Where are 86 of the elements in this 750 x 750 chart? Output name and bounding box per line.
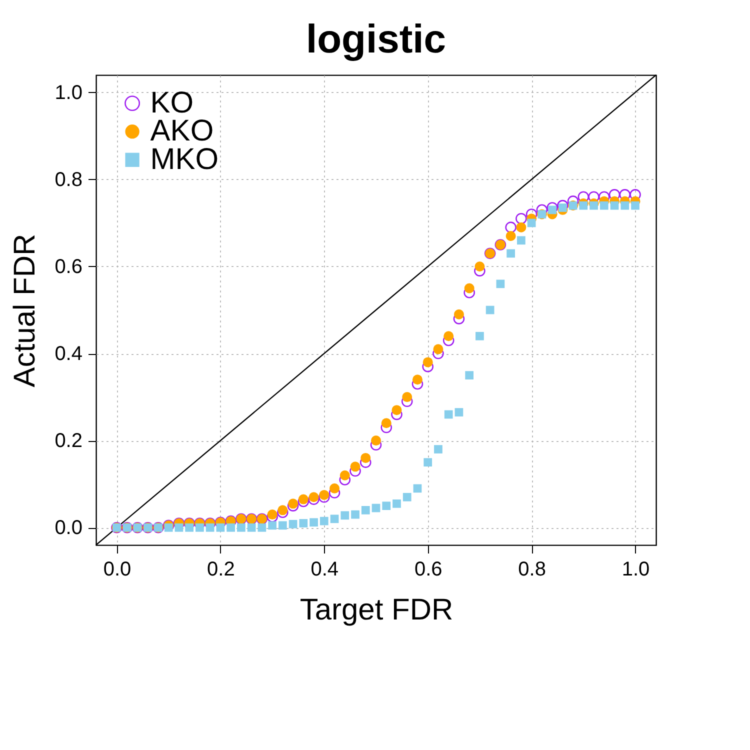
point [164, 523, 173, 532]
point [381, 418, 392, 428]
x-axis-title: Target FDR [300, 594, 454, 626]
point [548, 206, 556, 214]
point [351, 510, 360, 519]
y-tick-label: 0.4 [54, 343, 82, 366]
point [620, 201, 630, 210]
point [382, 502, 391, 510]
point [268, 521, 276, 530]
point [340, 470, 350, 480]
point [174, 523, 184, 532]
x-tick-label: 0.6 [414, 558, 442, 580]
point [310, 518, 318, 527]
point [237, 523, 246, 532]
point [516, 222, 526, 232]
point [505, 222, 516, 233]
point [476, 332, 484, 340]
x-tick-label: 0.4 [310, 558, 339, 580]
point [506, 249, 515, 258]
point [506, 231, 516, 242]
point [454, 309, 464, 320]
point [361, 506, 370, 514]
point [216, 523, 225, 532]
point [320, 516, 328, 526]
point [610, 201, 619, 210]
point [412, 374, 422, 385]
point [371, 436, 381, 446]
point [578, 191, 590, 202]
point [464, 283, 474, 294]
point [247, 523, 256, 532]
point [588, 191, 600, 202]
point [392, 405, 402, 416]
point [278, 521, 287, 530]
point [424, 458, 432, 466]
point [402, 492, 412, 502]
y-tick-label: 0.8 [54, 168, 82, 191]
point [350, 462, 360, 472]
point [299, 519, 308, 528]
x-tick-label: 1.0 [622, 558, 650, 580]
x-tick-label: 0.0 [103, 558, 132, 580]
point [360, 452, 371, 463]
point [486, 306, 494, 314]
point [196, 523, 204, 532]
x-tick-label: 0.2 [207, 558, 235, 580]
point [444, 410, 453, 419]
y-tick-label: 0.6 [54, 256, 82, 278]
point [288, 498, 298, 509]
point [330, 514, 339, 524]
point [527, 218, 536, 228]
chart-title: logistic [306, 17, 446, 62]
x-tick-label: 0.8 [518, 558, 546, 580]
point [278, 505, 288, 516]
point [444, 331, 454, 342]
point [579, 201, 588, 210]
y-axis-title: Actual FDR [8, 234, 42, 388]
point [185, 523, 194, 532]
point [258, 523, 266, 532]
point [308, 492, 319, 502]
point [465, 371, 474, 380]
point [454, 408, 464, 416]
point [433, 344, 444, 354]
point [372, 504, 380, 512]
point [631, 201, 640, 210]
point [288, 520, 298, 528]
point [392, 499, 401, 508]
point [298, 494, 308, 504]
point [206, 523, 214, 532]
point [517, 236, 526, 245]
point [340, 511, 350, 520]
point [402, 392, 412, 402]
point [516, 212, 527, 224]
y-tick-label: 0.0 [54, 517, 82, 540]
point [590, 201, 598, 210]
y-tick-label: 1.0 [54, 82, 82, 104]
point [600, 201, 608, 210]
point [558, 204, 567, 212]
point [413, 484, 422, 493]
point [474, 261, 485, 272]
point [422, 357, 433, 368]
point [434, 445, 442, 454]
point [319, 490, 330, 500]
point [496, 280, 505, 288]
point [267, 510, 278, 520]
y-tick-label: 0.2 [54, 430, 82, 452]
point [330, 483, 340, 494]
point [226, 523, 235, 532]
